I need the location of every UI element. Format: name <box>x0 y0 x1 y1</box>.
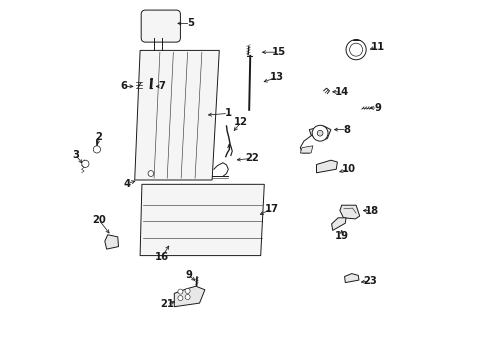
Polygon shape <box>344 274 358 283</box>
Text: 9: 9 <box>373 103 380 113</box>
Polygon shape <box>331 218 346 230</box>
Circle shape <box>185 294 190 300</box>
Text: 16: 16 <box>154 252 168 262</box>
Text: 7: 7 <box>158 81 165 91</box>
Circle shape <box>178 289 183 294</box>
FancyBboxPatch shape <box>141 10 180 42</box>
Text: 12: 12 <box>233 117 247 127</box>
Circle shape <box>178 296 183 301</box>
Circle shape <box>311 125 327 141</box>
Text: 18: 18 <box>365 206 379 216</box>
Text: 5: 5 <box>186 18 194 28</box>
Polygon shape <box>104 235 118 249</box>
Text: 13: 13 <box>269 72 284 82</box>
Polygon shape <box>316 160 337 173</box>
Text: 2: 2 <box>95 132 102 142</box>
Circle shape <box>81 160 89 167</box>
Text: 14: 14 <box>334 87 348 97</box>
Polygon shape <box>134 50 219 180</box>
Text: 21: 21 <box>160 299 174 309</box>
Circle shape <box>317 130 322 136</box>
Text: 3: 3 <box>72 150 79 160</box>
Polygon shape <box>174 286 204 307</box>
Text: 19: 19 <box>334 231 348 241</box>
Text: 20: 20 <box>92 215 105 225</box>
Text: 10: 10 <box>341 164 355 174</box>
Text: 17: 17 <box>264 204 278 214</box>
Circle shape <box>346 40 366 60</box>
Text: 1: 1 <box>224 108 231 118</box>
Circle shape <box>185 288 190 293</box>
Circle shape <box>148 171 153 176</box>
Text: 15: 15 <box>271 47 285 57</box>
Text: 8: 8 <box>343 125 350 135</box>
Text: 4: 4 <box>123 179 131 189</box>
Text: 6: 6 <box>120 81 127 91</box>
Circle shape <box>93 146 101 153</box>
Polygon shape <box>339 205 359 219</box>
Text: 11: 11 <box>370 42 384 52</box>
Circle shape <box>349 43 362 56</box>
Text: 23: 23 <box>363 276 377 286</box>
Text: 22: 22 <box>244 153 258 163</box>
Text: 9: 9 <box>185 270 192 280</box>
Polygon shape <box>309 126 330 140</box>
Polygon shape <box>140 184 264 256</box>
Polygon shape <box>300 146 312 153</box>
